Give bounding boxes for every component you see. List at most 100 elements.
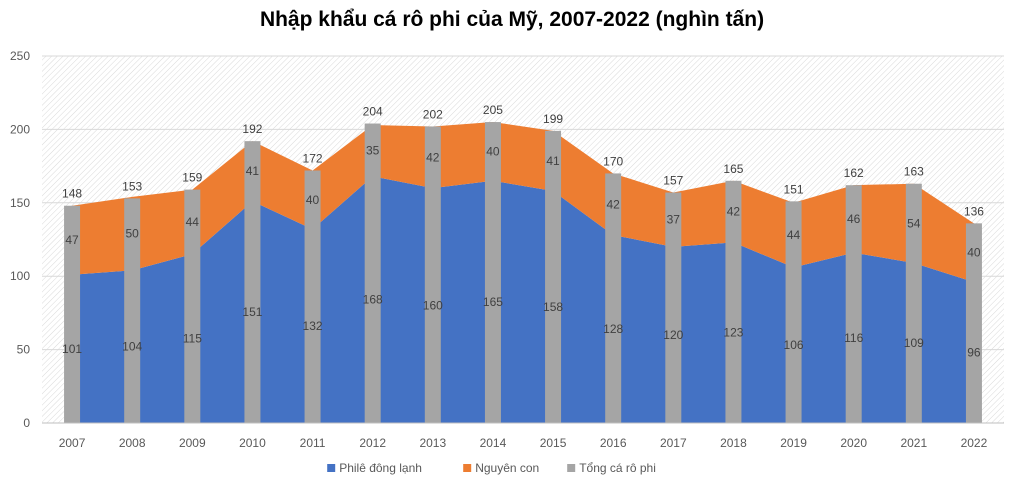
bar-tong-ca-ro-phi (64, 205, 81, 423)
legend-swatch (463, 464, 472, 472)
y-tick-label: 100 (10, 269, 30, 283)
bar-tong-ca-ro-phi (965, 223, 982, 423)
area-series-layer (72, 122, 974, 423)
data-label-nguyen-con: 42 (607, 197, 621, 211)
data-label-phile: 116 (844, 331, 863, 345)
bar-tong-ca-ro-phi (304, 170, 321, 423)
data-label-nguyen-con: 54 (907, 216, 921, 230)
data-labels-layer: 101 104 115 151 132 168 160 165 158 128 120 123 106 1… (62, 103, 984, 359)
data-label-tong: 157 (663, 174, 683, 188)
data-label-phile: 132 (303, 319, 323, 333)
legend: Philê đông lạnh Nguyên con Tổng cá rô phi (327, 461, 656, 475)
data-label-phile: 158 (543, 300, 563, 314)
bar-tong-ca-ro-phi (905, 183, 922, 423)
data-label-tong: 204 (363, 105, 383, 119)
x-tick-label: 2010 (239, 436, 266, 450)
legend-swatch (327, 464, 336, 472)
y-tick-label: 250 (10, 49, 30, 63)
bar-tong-ca-ro-phi (424, 126, 441, 424)
bar-tong-ca-ro-phi (725, 180, 742, 423)
bar-tong-ca-ro-phi (124, 198, 141, 423)
bar-tong-ca-ro-phi (184, 189, 201, 423)
data-label-nguyen-con: 46 (847, 212, 861, 226)
x-tick-label: 2018 (720, 436, 747, 450)
data-label-nguyen-con: 35 (366, 144, 380, 158)
data-label-tong: 202 (423, 107, 443, 121)
legend-label: Nguyên con (475, 461, 539, 475)
data-label-nguyen-con: 44 (787, 228, 801, 242)
x-tick-label: 2019 (780, 436, 807, 450)
data-label-phile: 101 (62, 342, 82, 356)
bar-tong-ca-ro-phi (484, 122, 501, 423)
bar-tong-ca-ro-phi (665, 192, 682, 423)
data-label-tong: 192 (242, 122, 262, 136)
x-tick-label: 2020 (840, 436, 867, 450)
data-label-nguyen-con: 42 (727, 205, 741, 219)
x-tick-label: 2012 (359, 436, 386, 450)
data-label-tong: 172 (303, 152, 323, 166)
x-tick-label: 2013 (419, 436, 446, 450)
y-tick-label: 0 (23, 416, 30, 430)
legend-label: Tổng cá rô phi (579, 461, 656, 475)
x-tick-label: 2016 (600, 436, 627, 450)
legend-swatch (567, 464, 576, 472)
x-tick-label: 2015 (540, 436, 567, 450)
y-tick-label: 150 (10, 196, 30, 210)
data-label-tong: 170 (603, 154, 623, 168)
legend-label: Philê đông lạnh (339, 461, 422, 475)
data-label-tong: 148 (62, 187, 82, 201)
x-tick-label: 2014 (480, 436, 507, 450)
data-label-phile: 128 (603, 322, 623, 336)
data-label-phile: 106 (784, 338, 804, 352)
data-label-tong: 151 (784, 182, 804, 196)
data-label-tong: 153 (122, 179, 142, 193)
y-tick-label: 50 (17, 343, 31, 357)
data-label-nguyen-con: 42 (426, 150, 440, 164)
x-tick-label: 2022 (961, 436, 988, 450)
data-label-tong: 199 (543, 112, 563, 126)
data-label-nguyen-con: 41 (246, 164, 260, 178)
data-label-tong: 205 (483, 103, 503, 117)
data-label-phile: 123 (723, 326, 743, 340)
bar-tong-ca-ro-phi (545, 130, 562, 424)
data-label-tong: 136 (964, 204, 984, 218)
data-label-tong: 165 (723, 162, 743, 176)
data-label-phile: 168 (363, 293, 383, 307)
x-tick-label: 2007 (59, 436, 86, 450)
data-label-phile: 151 (242, 305, 262, 319)
x-tick-label: 2017 (660, 436, 687, 450)
bar-tong-ca-ro-phi (605, 173, 622, 423)
area-nguyen-con (72, 122, 974, 283)
data-label-phile: 96 (967, 346, 981, 360)
area-philê-dong-lanh (72, 176, 974, 423)
data-label-phile: 104 (122, 340, 142, 354)
x-tick-label: 2009 (179, 436, 206, 450)
data-label-nguyen-con: 50 (126, 227, 140, 241)
bar-tong-ca-ro-phi (244, 141, 261, 424)
data-label-nguyen-con: 40 (967, 246, 981, 260)
data-label-tong: 159 (182, 171, 202, 185)
data-label-tong: 162 (844, 166, 864, 180)
x-tick-label: 2008 (119, 436, 146, 450)
bar-series-layer (64, 122, 982, 424)
data-label-nguyen-con: 47 (65, 233, 79, 247)
bar-tong-ca-ro-phi (785, 201, 802, 423)
data-label-nguyen-con: 37 (667, 213, 681, 227)
data-label-tong: 163 (904, 165, 924, 179)
chart-title: Nhập khẩu cá rô phi của Mỹ, 2007-2022 (n… (259, 8, 765, 31)
data-label-phile: 165 (483, 295, 503, 309)
data-label-phile: 109 (904, 336, 924, 350)
data-label-nguyen-con: 44 (186, 215, 200, 229)
bar-tong-ca-ro-phi (845, 185, 862, 423)
bar-tong-ca-ro-phi (364, 123, 381, 423)
data-label-phile: 160 (423, 299, 443, 313)
axes: 0 50 100 150 200 250 2007 2008 2009 2010 2011 2012 2… (10, 49, 1004, 450)
data-label-nguyen-con: 40 (486, 144, 500, 158)
x-tick-label: 2021 (900, 436, 927, 450)
data-label-nguyen-con: 40 (306, 193, 320, 207)
x-tick-label: 2011 (300, 436, 326, 450)
y-tick-label: 200 (10, 122, 30, 136)
data-label-phile: 120 (663, 328, 683, 342)
